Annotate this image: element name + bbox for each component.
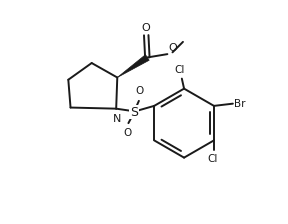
Text: S: S	[130, 106, 138, 118]
Text: Cl: Cl	[175, 65, 185, 75]
Text: O: O	[135, 86, 144, 96]
Polygon shape	[117, 55, 149, 78]
Text: Br: Br	[234, 99, 246, 109]
Text: O: O	[124, 128, 132, 138]
Text: Cl: Cl	[208, 154, 218, 164]
Text: N: N	[113, 114, 121, 124]
Text: O: O	[142, 23, 151, 32]
Text: O: O	[168, 43, 177, 53]
